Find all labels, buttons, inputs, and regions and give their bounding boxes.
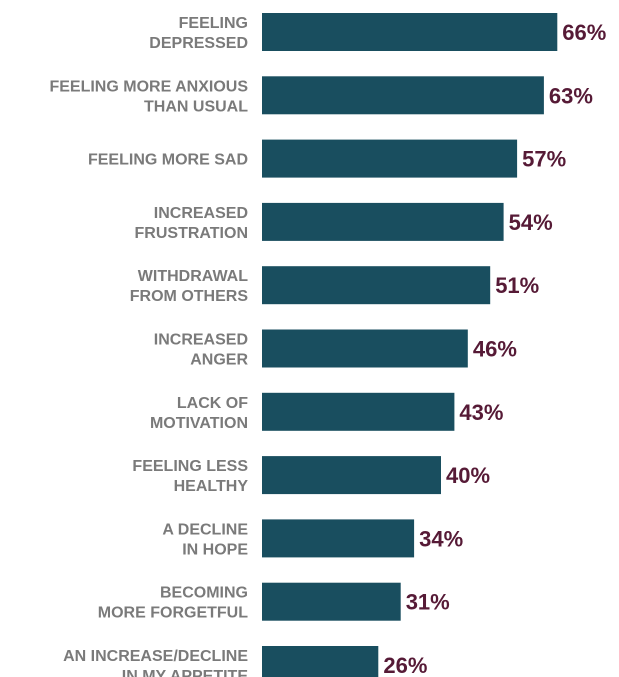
bar bbox=[262, 392, 455, 431]
category-label: FEELING MORE SAD bbox=[88, 152, 248, 169]
category-label: FEELING MORE ANXIOUS bbox=[49, 78, 248, 95]
bar bbox=[262, 266, 491, 305]
category-label: LACK OF bbox=[177, 395, 248, 412]
category-label: THAN USUAL bbox=[144, 98, 248, 115]
category-label: MORE FORGETFUL bbox=[98, 605, 248, 622]
bar bbox=[262, 139, 518, 178]
category-label: IN MY APPETITE bbox=[122, 668, 249, 677]
category-label: WITHDRAWAL bbox=[138, 268, 248, 285]
category-label: ANGER bbox=[190, 352, 248, 369]
bar bbox=[262, 76, 544, 115]
bar bbox=[262, 202, 504, 241]
bar bbox=[262, 646, 379, 677]
category-label: DEPRESSED bbox=[149, 35, 248, 52]
category-label: FEELING LESS bbox=[132, 458, 248, 475]
category-label: AN INCREASE/DECLINE bbox=[63, 648, 248, 665]
value-label: 66% bbox=[562, 20, 606, 45]
value-label: 63% bbox=[549, 83, 593, 108]
category-label: BECOMING bbox=[160, 585, 248, 602]
category-label: HEALTHY bbox=[174, 478, 249, 495]
bar bbox=[262, 519, 415, 558]
bar bbox=[262, 13, 558, 51]
category-label: FROM OTHERS bbox=[130, 288, 249, 305]
bar bbox=[262, 456, 441, 495]
value-label: 46% bbox=[473, 337, 517, 362]
bar bbox=[262, 582, 401, 621]
value-label: 31% bbox=[406, 590, 450, 615]
value-label: 51% bbox=[495, 273, 539, 298]
category-label: FEELING bbox=[179, 15, 248, 32]
category-label: INCREASED bbox=[154, 332, 248, 349]
category-label: IN HOPE bbox=[182, 541, 248, 558]
value-label: 26% bbox=[383, 653, 427, 677]
value-label: 54% bbox=[509, 210, 553, 235]
value-label: 57% bbox=[522, 147, 566, 172]
category-label: A DECLINE bbox=[162, 521, 248, 538]
category-label: INCREASED bbox=[154, 205, 248, 222]
value-label: 34% bbox=[419, 526, 463, 551]
value-label: 40% bbox=[446, 463, 490, 488]
category-label: MOTIVATION bbox=[150, 415, 248, 432]
category-label: FRUSTRATION bbox=[135, 225, 248, 242]
bar bbox=[262, 329, 468, 368]
value-label: 43% bbox=[459, 400, 503, 425]
